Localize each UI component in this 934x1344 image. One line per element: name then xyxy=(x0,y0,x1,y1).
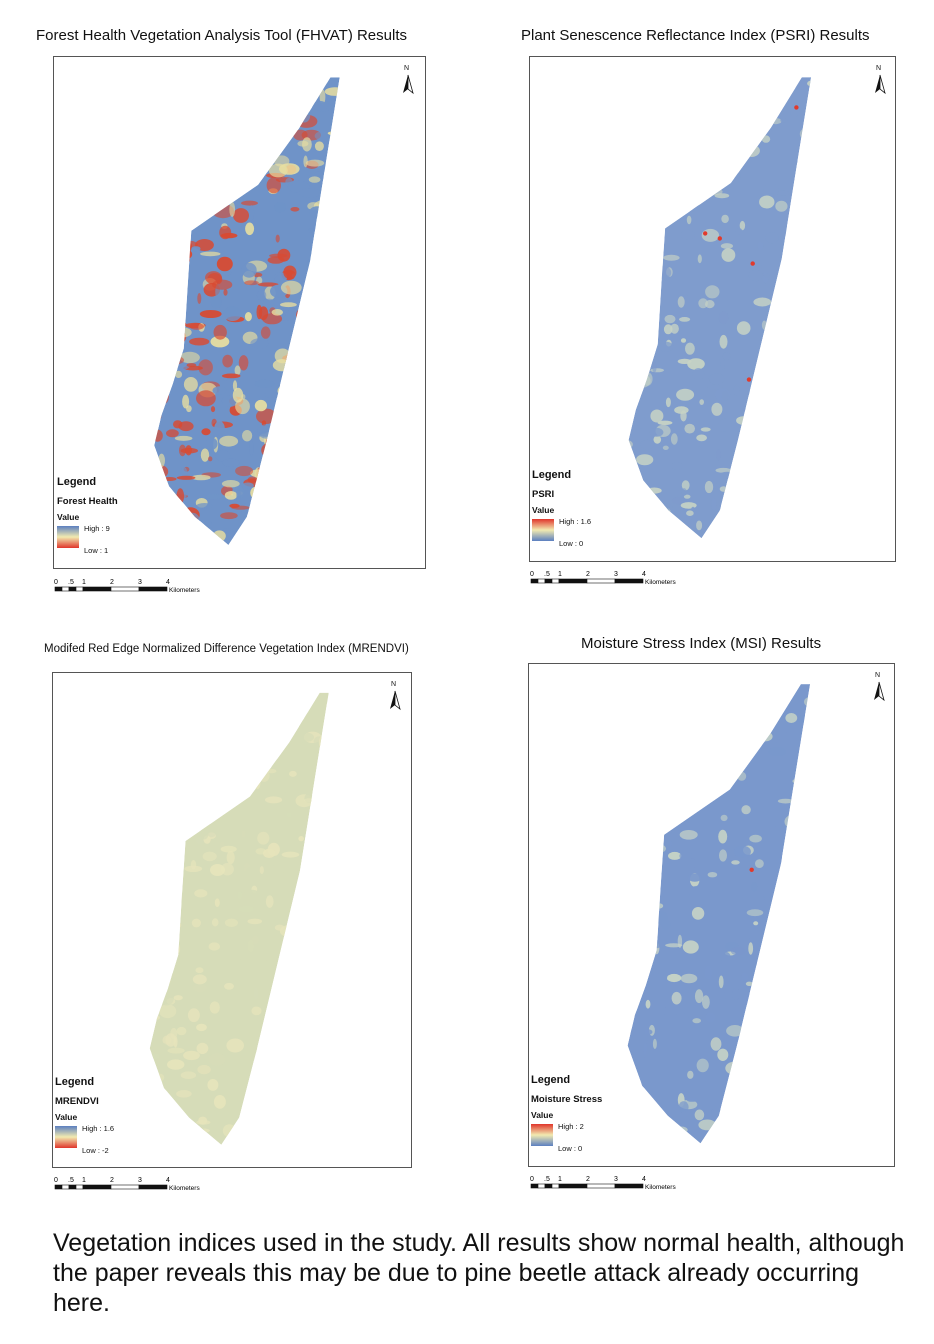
north-arrow-icon: N xyxy=(387,681,403,713)
scale-tick-label: .5 xyxy=(68,1177,74,1184)
legend-low: Low : -2 xyxy=(82,1146,109,1155)
map-frame-msi[interactable]: N Legend Moisture Stress Value High : 2 … xyxy=(528,663,895,1167)
scale-tick-label: 0 xyxy=(530,1176,534,1183)
scale-tick-label: 2 xyxy=(586,571,590,578)
scale-tick-label: 1 xyxy=(82,1177,86,1184)
scale-tick-label: 0 xyxy=(54,1177,58,1184)
color-ramp xyxy=(531,1124,553,1146)
scale-tick-label: 1 xyxy=(558,1176,562,1183)
scale-unit-label: Kilometers xyxy=(169,1185,200,1192)
legend-title: Legend xyxy=(57,476,97,488)
legend-low: Low : 0 xyxy=(558,1144,583,1153)
legend-high: High : 9 xyxy=(84,524,110,533)
scale-tick-label: 3 xyxy=(138,1177,142,1184)
legend-fhvat: Legend Forest Health Value High : 9 Low … xyxy=(57,476,118,555)
scale-tick-label: 3 xyxy=(614,571,618,578)
legend-layer-name: MRENDVI xyxy=(55,1096,99,1107)
legend-layer-name: PSRI xyxy=(532,489,555,500)
scale-tick-label: 0 xyxy=(530,571,534,578)
legend-title: Legend xyxy=(55,1076,95,1088)
north-arrow-icon: N xyxy=(872,65,888,97)
forest-health-raster xyxy=(154,77,340,546)
scale-tick-label: 1 xyxy=(82,579,86,586)
legend-title: Legend xyxy=(532,469,572,481)
color-ramp xyxy=(57,526,79,548)
color-ramp xyxy=(55,1126,77,1148)
scale-tick-label: 4 xyxy=(166,579,170,586)
legend-msi: Legend Moisture Stress Value High : 2 Lo… xyxy=(531,1074,603,1153)
legend-high: High : 1.6 xyxy=(82,1124,115,1133)
scale-tick-label: 3 xyxy=(614,1176,618,1183)
legend-layer-name: Forest Health xyxy=(57,496,118,507)
mrendvi-raster xyxy=(149,692,329,1145)
scale-unit-label: Kilometers xyxy=(169,587,200,594)
panel-title-fhvat: Forest Health Vegetation Analysis Tool (… xyxy=(36,27,407,44)
scale-tick-label: 2 xyxy=(110,579,114,586)
map-frame-psri[interactable]: N Legend PSRI Value High : 1.6 Low : 0 xyxy=(529,56,896,562)
moisture-stress-raster xyxy=(627,684,811,1144)
scale-tick-label: .5 xyxy=(68,579,74,586)
scale-unit-label: Kilometers xyxy=(645,1184,676,1191)
scale-tick-label: 1 xyxy=(558,571,562,578)
scale-tick-label: 0 xyxy=(54,579,58,586)
legend-mrendvi: Legend MRENDVI Value High : 1.6 Low : -2 xyxy=(55,1076,114,1155)
legend-value-label: Value xyxy=(55,1112,78,1122)
north-arrow-icon: N xyxy=(871,672,887,704)
legend-high: High : 1.6 xyxy=(559,517,592,526)
legend-value-label: Value xyxy=(57,512,80,522)
scale-tick-label: .5 xyxy=(544,571,550,578)
scale-tick-label: 4 xyxy=(642,571,646,578)
scale-tick-label: 2 xyxy=(586,1176,590,1183)
legend-value-label: Value xyxy=(532,505,555,515)
legend-layer-name: Moisture Stress xyxy=(531,1094,603,1105)
panel-title-psri: Plant Senescence Reflectance Index (PSRI… xyxy=(521,27,870,44)
map-frame-fhvat[interactable]: N Legend Forest Health Value High : 9 Lo… xyxy=(53,56,426,569)
figure-caption: Vegetation indices used in the study. Al… xyxy=(53,1229,905,1317)
legend-low: Low : 0 xyxy=(559,539,584,548)
color-ramp xyxy=(532,519,554,541)
legend-title: Legend xyxy=(531,1074,571,1086)
legend-low: Low : 1 xyxy=(84,546,109,555)
scale-tick-label: 4 xyxy=(166,1177,170,1184)
scale-unit-label: Kilometers xyxy=(645,579,676,586)
legend-value-label: Value xyxy=(531,1110,554,1120)
legend-high: High : 2 xyxy=(558,1122,584,1131)
scale-tick-label: .5 xyxy=(544,1176,550,1183)
scale-tick-label: 3 xyxy=(138,579,142,586)
panel-title-msi: Moisture Stress Index (MSI) Results xyxy=(581,635,822,652)
map-frame-mrendvi[interactable]: N Legend MRENDVI Value High : 1.6 Low : … xyxy=(52,672,412,1168)
legend-psri: Legend PSRI Value High : 1.6 Low : 0 xyxy=(532,469,591,548)
scale-tick-label: 2 xyxy=(110,1177,114,1184)
psri-raster xyxy=(628,77,812,539)
scale-tick-label: 4 xyxy=(642,1176,646,1183)
panel-title-mrendvi: Modifed Red Edge Normalized Difference V… xyxy=(44,643,409,655)
north-arrow-icon: N xyxy=(400,65,416,97)
